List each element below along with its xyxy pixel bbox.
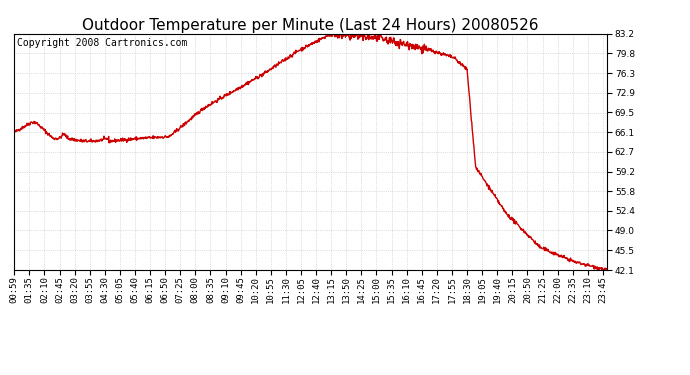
- Text: Copyright 2008 Cartronics.com: Copyright 2008 Cartronics.com: [17, 39, 187, 48]
- Title: Outdoor Temperature per Minute (Last 24 Hours) 20080526: Outdoor Temperature per Minute (Last 24 …: [82, 18, 539, 33]
